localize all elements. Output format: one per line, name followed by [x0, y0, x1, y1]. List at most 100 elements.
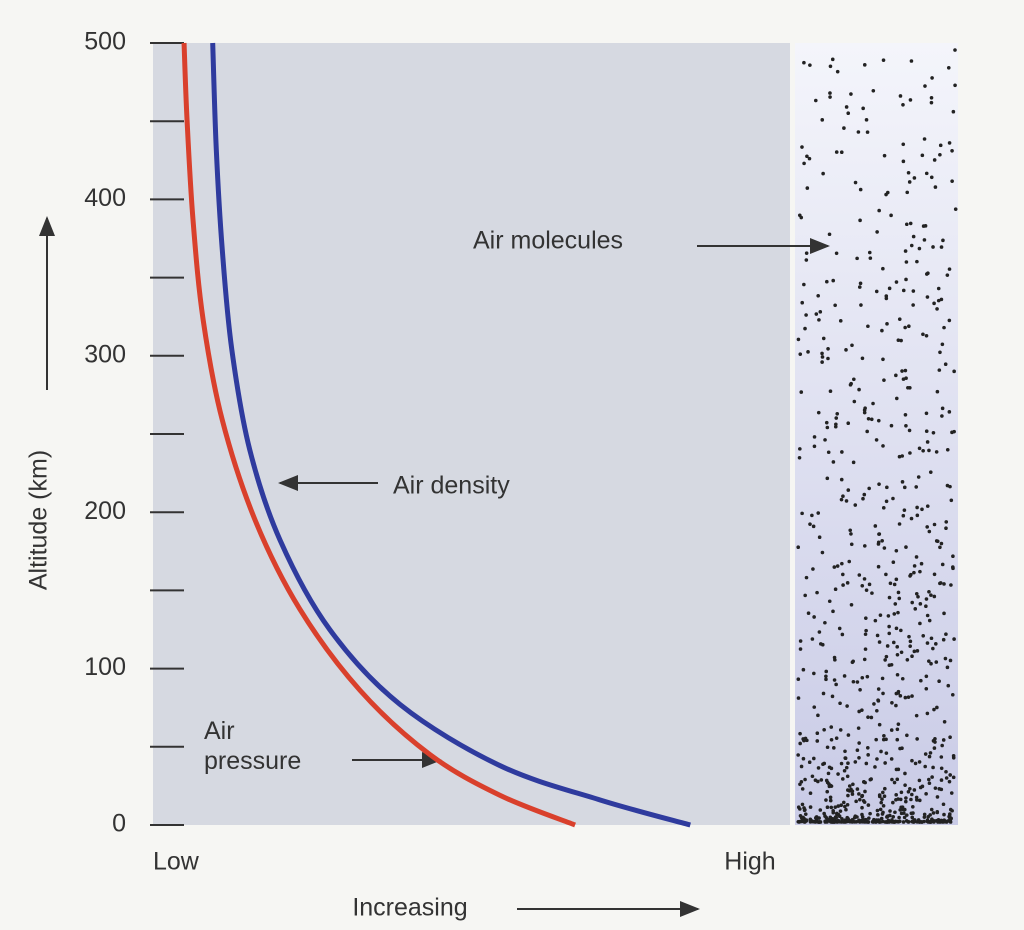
molecule — [878, 807, 883, 812]
molecule — [866, 416, 871, 421]
molecule — [867, 486, 871, 491]
molecule — [855, 748, 860, 752]
molecule — [831, 460, 836, 464]
molecule — [909, 516, 914, 521]
molecule — [837, 814, 842, 819]
molecule — [860, 805, 864, 810]
molecule — [825, 789, 830, 794]
molecule — [835, 69, 840, 74]
molecule — [902, 811, 906, 815]
molecule — [815, 590, 819, 595]
molecule — [832, 678, 837, 682]
molecule — [879, 800, 884, 805]
molecule — [816, 511, 821, 515]
molecule — [797, 819, 802, 824]
molecule — [829, 737, 834, 742]
molecule — [800, 511, 804, 516]
molecule — [881, 58, 886, 62]
molecule — [800, 300, 805, 305]
molecule — [939, 818, 944, 823]
molecule — [922, 812, 927, 817]
molecule — [880, 538, 884, 543]
molecule — [924, 792, 928, 796]
plot-area — [153, 43, 790, 825]
molecule — [893, 602, 898, 606]
molecule — [802, 60, 806, 65]
molecule — [882, 794, 887, 799]
molecule — [882, 546, 887, 550]
molecule — [919, 561, 924, 566]
molecule — [895, 737, 900, 742]
molecule — [869, 417, 874, 422]
molecule — [866, 803, 871, 807]
molecule — [846, 421, 851, 426]
molecule — [892, 820, 896, 824]
molecule — [939, 778, 944, 782]
molecule — [901, 159, 906, 164]
molecule — [864, 588, 869, 592]
molecule — [841, 494, 845, 499]
molecule — [939, 245, 944, 249]
molecule — [950, 179, 954, 183]
molecule — [889, 757, 894, 761]
molecule — [880, 676, 885, 681]
molecule — [851, 679, 856, 684]
molecule — [915, 737, 919, 741]
molecule — [888, 581, 893, 586]
molecule — [917, 246, 922, 251]
molecule — [806, 611, 811, 616]
molecule — [929, 636, 934, 641]
molecule — [918, 569, 922, 574]
molecule — [853, 503, 858, 507]
molecule — [912, 788, 917, 792]
molecule — [835, 812, 839, 817]
molecule — [928, 751, 933, 755]
molecule — [943, 362, 948, 366]
molecule — [817, 630, 822, 634]
molecule — [846, 793, 850, 798]
molecule — [857, 387, 861, 392]
molecule — [863, 817, 868, 822]
molecule — [903, 771, 907, 776]
molecule — [948, 773, 952, 777]
molecule — [797, 456, 802, 460]
molecule — [868, 811, 872, 816]
molecule — [865, 130, 870, 134]
molecule — [949, 583, 953, 587]
molecule — [857, 573, 862, 577]
molecule — [932, 572, 937, 577]
molecule — [894, 767, 899, 772]
molecule — [838, 809, 843, 813]
molecule — [900, 369, 904, 373]
molecule — [904, 260, 909, 264]
molecule — [914, 795, 919, 800]
molecule — [845, 774, 850, 779]
molecule — [914, 485, 919, 489]
molecule — [940, 743, 944, 748]
molecule — [823, 814, 827, 818]
molecule — [850, 343, 854, 348]
molecule — [816, 766, 821, 770]
molecule — [833, 424, 838, 429]
molecule — [907, 428, 912, 433]
molecule — [908, 98, 913, 102]
molecule — [925, 641, 930, 645]
molecule — [885, 190, 890, 195]
molecule — [904, 545, 908, 549]
molecule — [856, 130, 861, 134]
molecule — [925, 504, 930, 508]
molecule — [906, 820, 911, 824]
molecule — [808, 63, 812, 67]
molecule — [846, 761, 850, 765]
molecule — [898, 797, 903, 802]
molecule — [938, 350, 942, 355]
molecule — [953, 83, 957, 88]
molecule — [907, 324, 911, 329]
molecule — [843, 756, 848, 760]
molecule — [830, 694, 835, 699]
molecule — [895, 727, 900, 732]
molecule — [824, 778, 829, 783]
molecule — [922, 815, 927, 819]
molecule — [826, 356, 830, 361]
molecule — [942, 719, 947, 724]
